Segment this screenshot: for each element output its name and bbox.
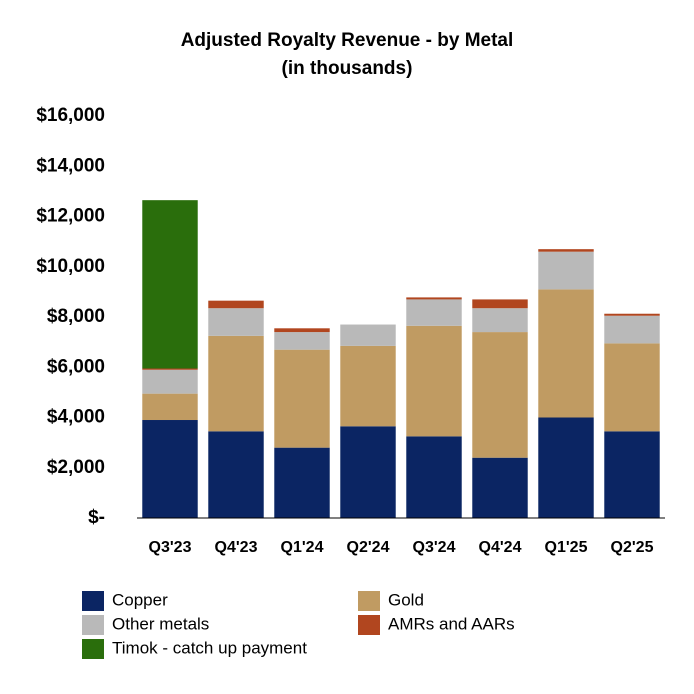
y-tick-label: $- (88, 507, 105, 528)
bar-segment (538, 249, 594, 252)
legend-swatch (82, 591, 104, 611)
bar-segment (604, 431, 660, 518)
bar-segment (208, 431, 264, 518)
legend-label: Timok - catch up payment (112, 638, 307, 657)
x-tick-label: Q4'24 (479, 539, 522, 556)
y-tick-label: $4,000 (47, 407, 105, 428)
x-tick-label: Q1'24 (281, 539, 324, 556)
bar-segment (208, 308, 264, 336)
bar-segment (538, 417, 594, 518)
y-tick-label: $2,000 (47, 457, 105, 478)
legend-label: Other metals (112, 614, 209, 633)
legend-swatch (358, 615, 380, 635)
bar-segment (142, 200, 198, 369)
bar-segment (604, 315, 660, 344)
x-tick-label: Q1'25 (545, 539, 588, 556)
x-tick-label: Q4'23 (215, 539, 258, 556)
bar-segment (142, 420, 198, 518)
bar-segment (538, 289, 594, 418)
x-tick-label: Q3'24 (413, 539, 456, 556)
legend-label: Gold (388, 590, 424, 609)
bar-segment (406, 325, 462, 437)
y-tick-label: $8,000 (47, 306, 105, 327)
legend-swatch (82, 615, 104, 635)
legend-swatch (82, 639, 104, 659)
y-tick-label: $12,000 (36, 206, 105, 227)
bar-segment (274, 332, 330, 350)
bar-segment (274, 349, 330, 448)
bar-segment (406, 299, 462, 326)
legend-label: AMRs and AARs (388, 614, 515, 633)
bar-segment (142, 369, 198, 394)
bar-segment (340, 324, 396, 346)
bar-segment (340, 345, 396, 427)
x-tick-label: Q2'25 (611, 539, 654, 556)
bar-segment (142, 368, 198, 370)
bar-segment (208, 300, 264, 309)
bar-segment (406, 297, 462, 300)
bar-segment (538, 251, 594, 290)
bar-segment (472, 299, 528, 309)
bar-segment (472, 308, 528, 333)
bar-segment (604, 343, 660, 432)
y-tick-label: $16,000 (36, 105, 105, 126)
bar-segment (472, 332, 528, 458)
x-tick-label: Q2'24 (347, 539, 390, 556)
bar-segment (472, 457, 528, 518)
x-tick-label: Q3'23 (149, 539, 192, 556)
chart-subtitle: (in thousands) (282, 58, 413, 79)
bar-segment (142, 393, 198, 421)
bar-segment (604, 313, 660, 316)
y-tick-label: $10,000 (36, 256, 105, 277)
bar-segment (406, 436, 462, 518)
bar-segment (340, 426, 396, 518)
bar-segment (208, 335, 264, 432)
y-tick-label: $14,000 (36, 155, 105, 176)
y-tick-label: $6,000 (47, 356, 105, 377)
legend-swatch (358, 591, 380, 611)
bar-segment (274, 328, 330, 333)
bar-segment (274, 447, 330, 518)
chart-title: Adjusted Royalty Revenue - by Metal (181, 30, 514, 51)
legend-label: Copper (112, 590, 168, 609)
